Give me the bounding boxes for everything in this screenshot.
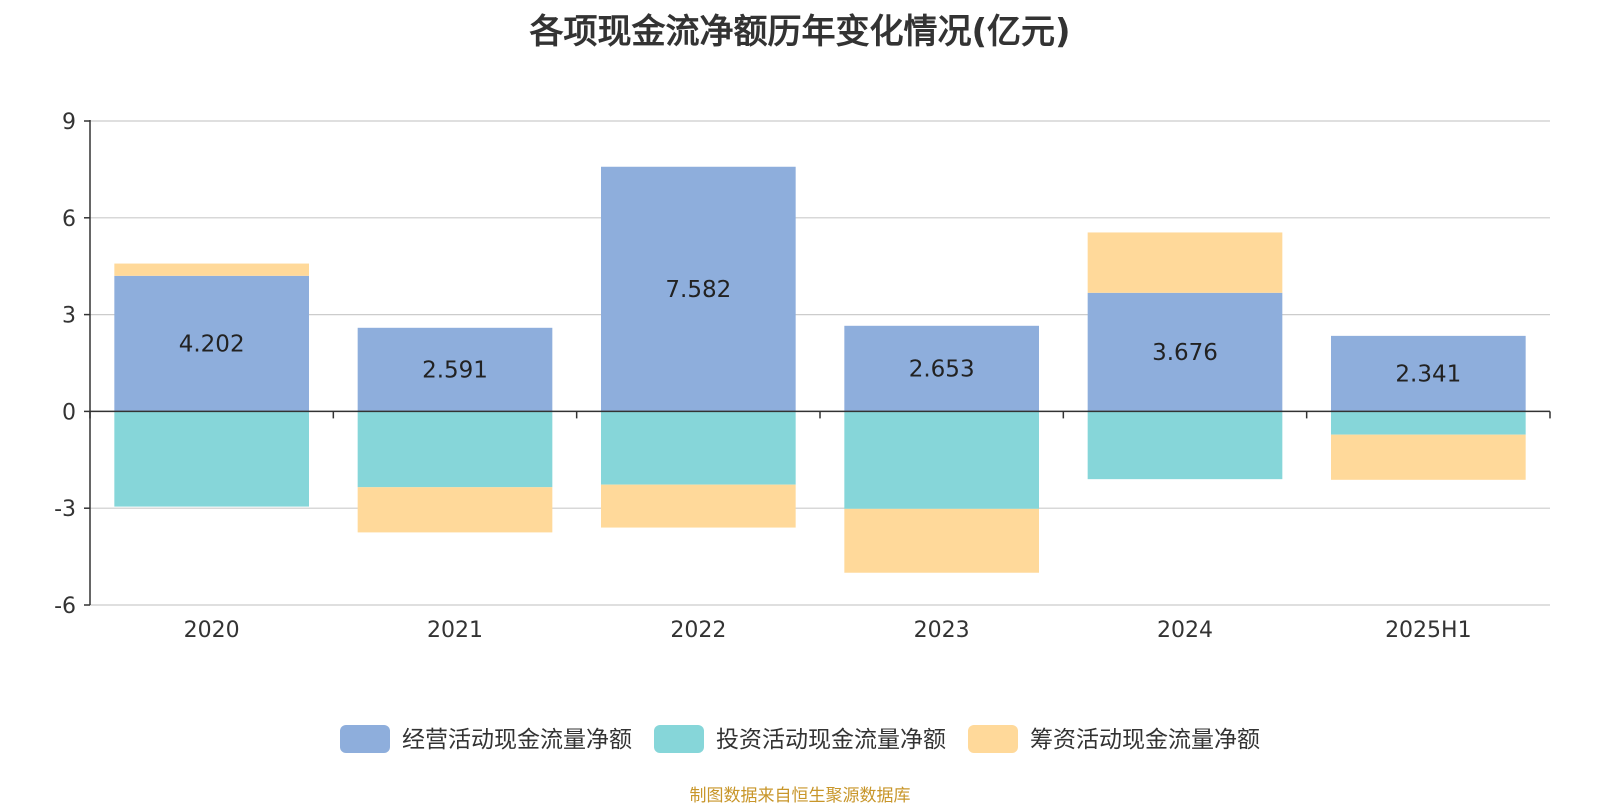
y-tick-label: 3	[62, 304, 76, 329]
bar-series1-2023	[844, 325, 1039, 412]
bar-series3-2024	[1087, 232, 1283, 293]
legend-swatch	[968, 725, 1018, 753]
legend-label: 筹资活动现金流量净额	[1030, 727, 1260, 753]
y-tick-label: 9	[62, 110, 76, 135]
bar-series2-2023	[844, 411, 1039, 509]
bar-series1-2021	[357, 327, 553, 412]
bar-layer	[114, 166, 1526, 573]
bar-series2-2022	[601, 411, 796, 485]
data-label: 2.591	[422, 358, 488, 384]
bar-series2-2020	[114, 411, 309, 507]
x-tick-label: 2024	[1157, 618, 1213, 643]
bar-series1-2024	[1087, 292, 1283, 412]
bar-series3-2021	[357, 487, 553, 533]
bar-series1-2022	[601, 166, 796, 412]
data-label: 2.653	[909, 357, 975, 383]
legend-swatch	[340, 725, 390, 753]
bar-series3-2023	[844, 508, 1039, 573]
bar-series3-2025h1	[1331, 434, 1526, 480]
bar-series1-2020	[114, 275, 309, 412]
bar-series1-2025h1	[1331, 335, 1526, 412]
chart-title: 各项现金流净额历年变化情况(亿元)	[529, 12, 1071, 52]
label-layer: 4.202 2.591 7.582 2.653 3.676 2.341	[179, 277, 1462, 388]
bar-series2-2025h1	[1331, 411, 1526, 435]
data-label: 2.341	[1395, 362, 1461, 388]
x-tick-label: 2025H1	[1385, 618, 1472, 643]
legend-swatch	[654, 725, 704, 753]
data-label: 7.582	[665, 277, 731, 303]
x-tick-label: 2023	[914, 618, 970, 643]
data-label: 4.202	[179, 332, 245, 358]
bar-series3-2022	[601, 484, 796, 528]
bar-series3-2020	[114, 263, 309, 276]
y-tick-label: -3	[54, 497, 76, 522]
bar-series2-2024	[1087, 411, 1283, 480]
source-note: 制图数据来自恒生聚源数据库	[689, 786, 911, 806]
y-tick-label: 6	[62, 207, 76, 232]
legend-label: 投资活动现金流量净额	[716, 727, 946, 753]
legend-label: 经营活动现金流量净额	[402, 727, 632, 753]
bar-series2-2021	[357, 411, 553, 488]
y-tick-label: -6	[54, 594, 76, 619]
data-label: 3.676	[1152, 340, 1218, 366]
x-tick-label: 2020	[184, 618, 240, 643]
x-tick-label: 2022	[670, 618, 726, 643]
y-tick-label: 0	[62, 400, 76, 425]
legend-layer: 经营活动现金流量净额 投资活动现金流量净额 筹资活动现金流量净额	[340, 725, 1260, 753]
x-tick-label: 2021	[427, 618, 483, 643]
axis-layer: -6 -3 0 3 6 9 2020 2021 2022 2023 2024 2025H1	[54, 110, 1551, 643]
